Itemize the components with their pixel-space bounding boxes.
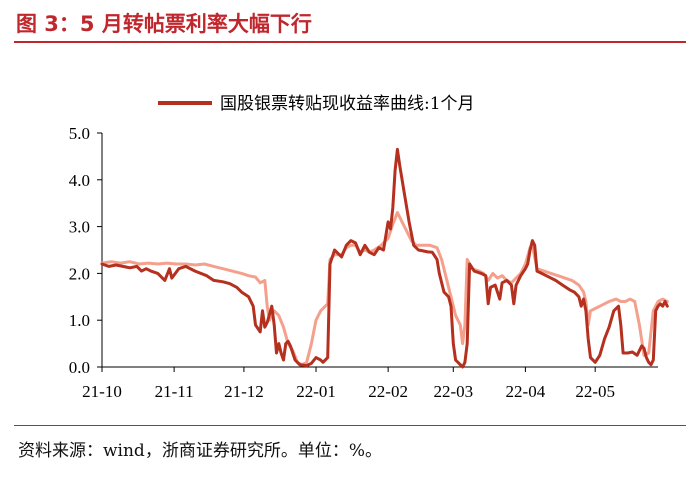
x-tick-label: 22-02	[368, 382, 408, 401]
y-tick-label: 2.0	[69, 264, 90, 283]
x-tick-label: 22-01	[296, 382, 336, 401]
source-note: 资料来源：wind，浙商证券研究所。单位：%。	[18, 441, 382, 461]
series-line-0	[100, 147, 669, 369]
legend-label: 国股银票转贴现收益率曲线:1个月	[220, 94, 475, 114]
x-tick-label: 22-03	[433, 382, 473, 401]
y-tick-label: 5.0	[69, 124, 90, 143]
y-tick-label: 4.0	[69, 171, 90, 190]
chart-legend: 国股银票转贴现收益率曲线:1个月	[158, 94, 475, 114]
chart-axes: 0.0 1.0 2.0 3.0 4.0 5.0 21-10 21-11 21-12 22-01 22…	[69, 124, 658, 401]
source-rule	[14, 425, 686, 426]
figure-title: 图 3：5 月转帖票利率大幅下行	[16, 12, 312, 36]
x-tick-label: 21-10	[82, 382, 122, 401]
y-tick-label: 1.0	[69, 311, 90, 330]
y-tick-label: 3.0	[69, 218, 90, 237]
y-tick-label: 0.0	[69, 358, 90, 377]
x-tick-label: 21-11	[155, 382, 194, 401]
x-tick-label: 22-04	[506, 382, 546, 401]
chart-series	[100, 147, 669, 369]
x-tick-label: 22-05	[575, 382, 615, 401]
x-tick-label: 21-12	[224, 382, 264, 401]
title-rule	[14, 41, 686, 43]
line-chart: 0.0 1.0 2.0 3.0 4.0 5.0 21-10 21-11 21-12 22-01 22…	[69, 94, 669, 401]
